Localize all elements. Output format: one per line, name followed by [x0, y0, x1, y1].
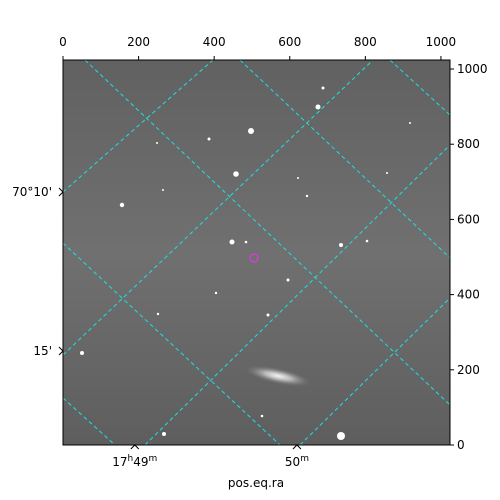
world-y-tick: [58, 187, 64, 197]
y-tick-label: 600: [457, 212, 480, 226]
x-tick-label: 1000: [426, 35, 457, 49]
y-tick-label: 400: [457, 288, 480, 302]
x-axis-label: pos.eq.ra: [228, 476, 284, 490]
x-tick-label: 400: [203, 35, 226, 49]
world-y-tick-label: 70°10': [12, 185, 52, 199]
x-tick-label: 600: [278, 35, 301, 49]
x-tick-label: 0: [59, 35, 67, 49]
galaxy: [244, 365, 312, 387]
frame: [62, 59, 451, 446]
stars: [80, 86, 411, 440]
marker: [249, 253, 259, 263]
world-x-tick-label: 17h49m: [112, 454, 157, 469]
world-x-tick: [292, 444, 302, 450]
graticule: [63, 60, 450, 445]
y-tick-label: 800: [457, 137, 480, 151]
world-x-tick: [130, 444, 140, 450]
world-x-tick-label: 50m: [285, 454, 309, 469]
y-tick-label: 0: [457, 438, 465, 452]
sky-image: [63, 60, 450, 445]
x-tick-label: 800: [354, 35, 377, 49]
y-tick-label: 1000: [457, 62, 488, 76]
world-y-tick-label: 15': [33, 344, 52, 358]
world-y-tick: [58, 346, 64, 356]
y-tick-label: 200: [457, 363, 480, 377]
x-tick-label: 200: [127, 35, 150, 49]
